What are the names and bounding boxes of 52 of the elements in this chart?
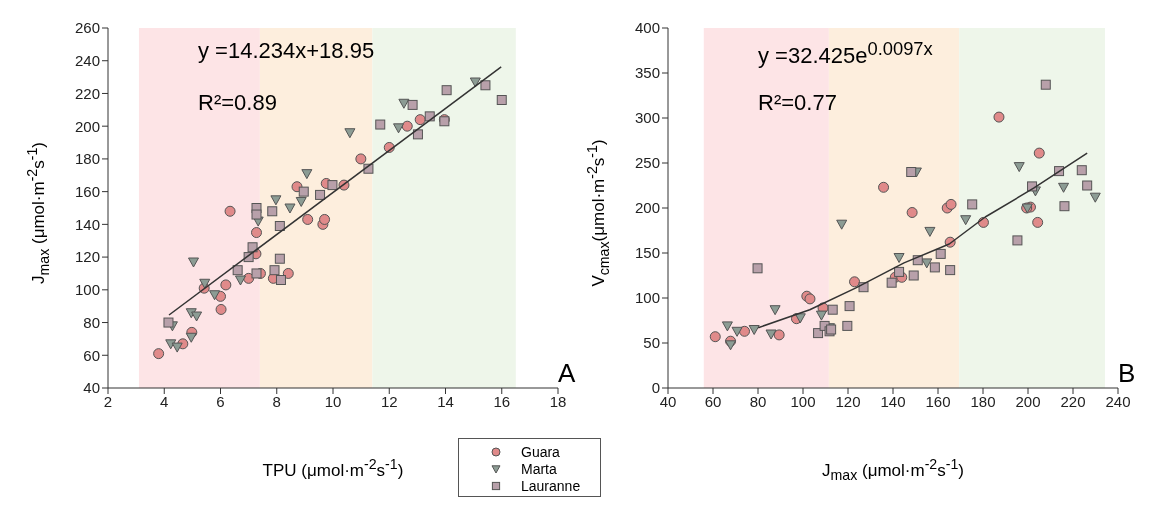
x-tick-label: 40 (659, 392, 677, 410)
y-tick-label: 0 (651, 379, 660, 397)
legend-label: Marta (521, 460, 557, 477)
y-tick-label: 350 (634, 64, 660, 82)
y-tick-label: 180 (74, 150, 100, 168)
x-tick-label: 60 (704, 392, 722, 410)
annotation: A (558, 358, 576, 389)
y-tick-label: 260 (74, 19, 100, 37)
y-tick-label: 80 (83, 313, 100, 331)
x-tick-label: 4 (160, 392, 169, 410)
x-tick-label: 220 (1060, 392, 1086, 410)
x-tick-label: 2 (103, 392, 113, 410)
legend-label: Lauranne (521, 477, 581, 494)
y-tick-label: 200 (74, 117, 100, 135)
y-tick-label: 240 (74, 52, 100, 70)
x-tick-label: 10 (324, 392, 342, 410)
x-axis-title: J$_{max}$ (μmol·m$^{-2}$s$^{-1}$) (821, 456, 965, 484)
y-tick-label: 100 (74, 281, 100, 299)
annotation: y =32.425e$^{0.0097x}$ (758, 38, 933, 70)
y-tick-label: 200 (634, 199, 660, 217)
y-tick-label: 150 (634, 244, 660, 262)
x-tick-label: 140 (880, 392, 906, 410)
y-tick-label: 120 (74, 248, 100, 266)
x-tick-label: 180 (970, 392, 996, 410)
annotation: R²=0.77 (758, 90, 837, 116)
y-tick-label: 50 (643, 334, 660, 352)
y-tick-label: 400 (634, 19, 660, 37)
x-tick-label: 200 (1015, 392, 1041, 410)
x-tick-label: 18 (549, 392, 567, 410)
y-tick-label: 140 (74, 215, 100, 233)
x-tick-label: 6 (216, 392, 225, 410)
x-tick-label: 12 (380, 392, 398, 410)
x-axis-title: TPU (μmol·m$^{-2}$s$^{-1}$) (262, 456, 404, 481)
x-tick-label: 240 (1105, 392, 1131, 410)
annotation: R²=0.89 (198, 90, 277, 116)
x-tick-label: 100 (790, 392, 816, 410)
x-tick-label: 14 (437, 392, 454, 410)
y-tick-label: 160 (74, 182, 100, 200)
y-tick-label: 250 (634, 154, 660, 172)
x-tick-label: 16 (493, 392, 511, 410)
y-tick-label: 60 (83, 346, 100, 364)
annotation: y =14.234x+18.95 (198, 38, 375, 64)
y-tick-label: 220 (74, 84, 100, 102)
y-tick-label: 100 (634, 289, 660, 307)
x-tick-label: 80 (749, 392, 767, 410)
legend-label: Guara (521, 443, 560, 460)
x-tick-label: 160 (925, 392, 951, 410)
x-tick-label: 8 (272, 392, 281, 410)
y-tick-label: 40 (83, 379, 100, 397)
x-tick-label: 120 (835, 392, 861, 410)
y-tick-label: 300 (634, 109, 660, 127)
annotation: B (1118, 358, 1136, 389)
